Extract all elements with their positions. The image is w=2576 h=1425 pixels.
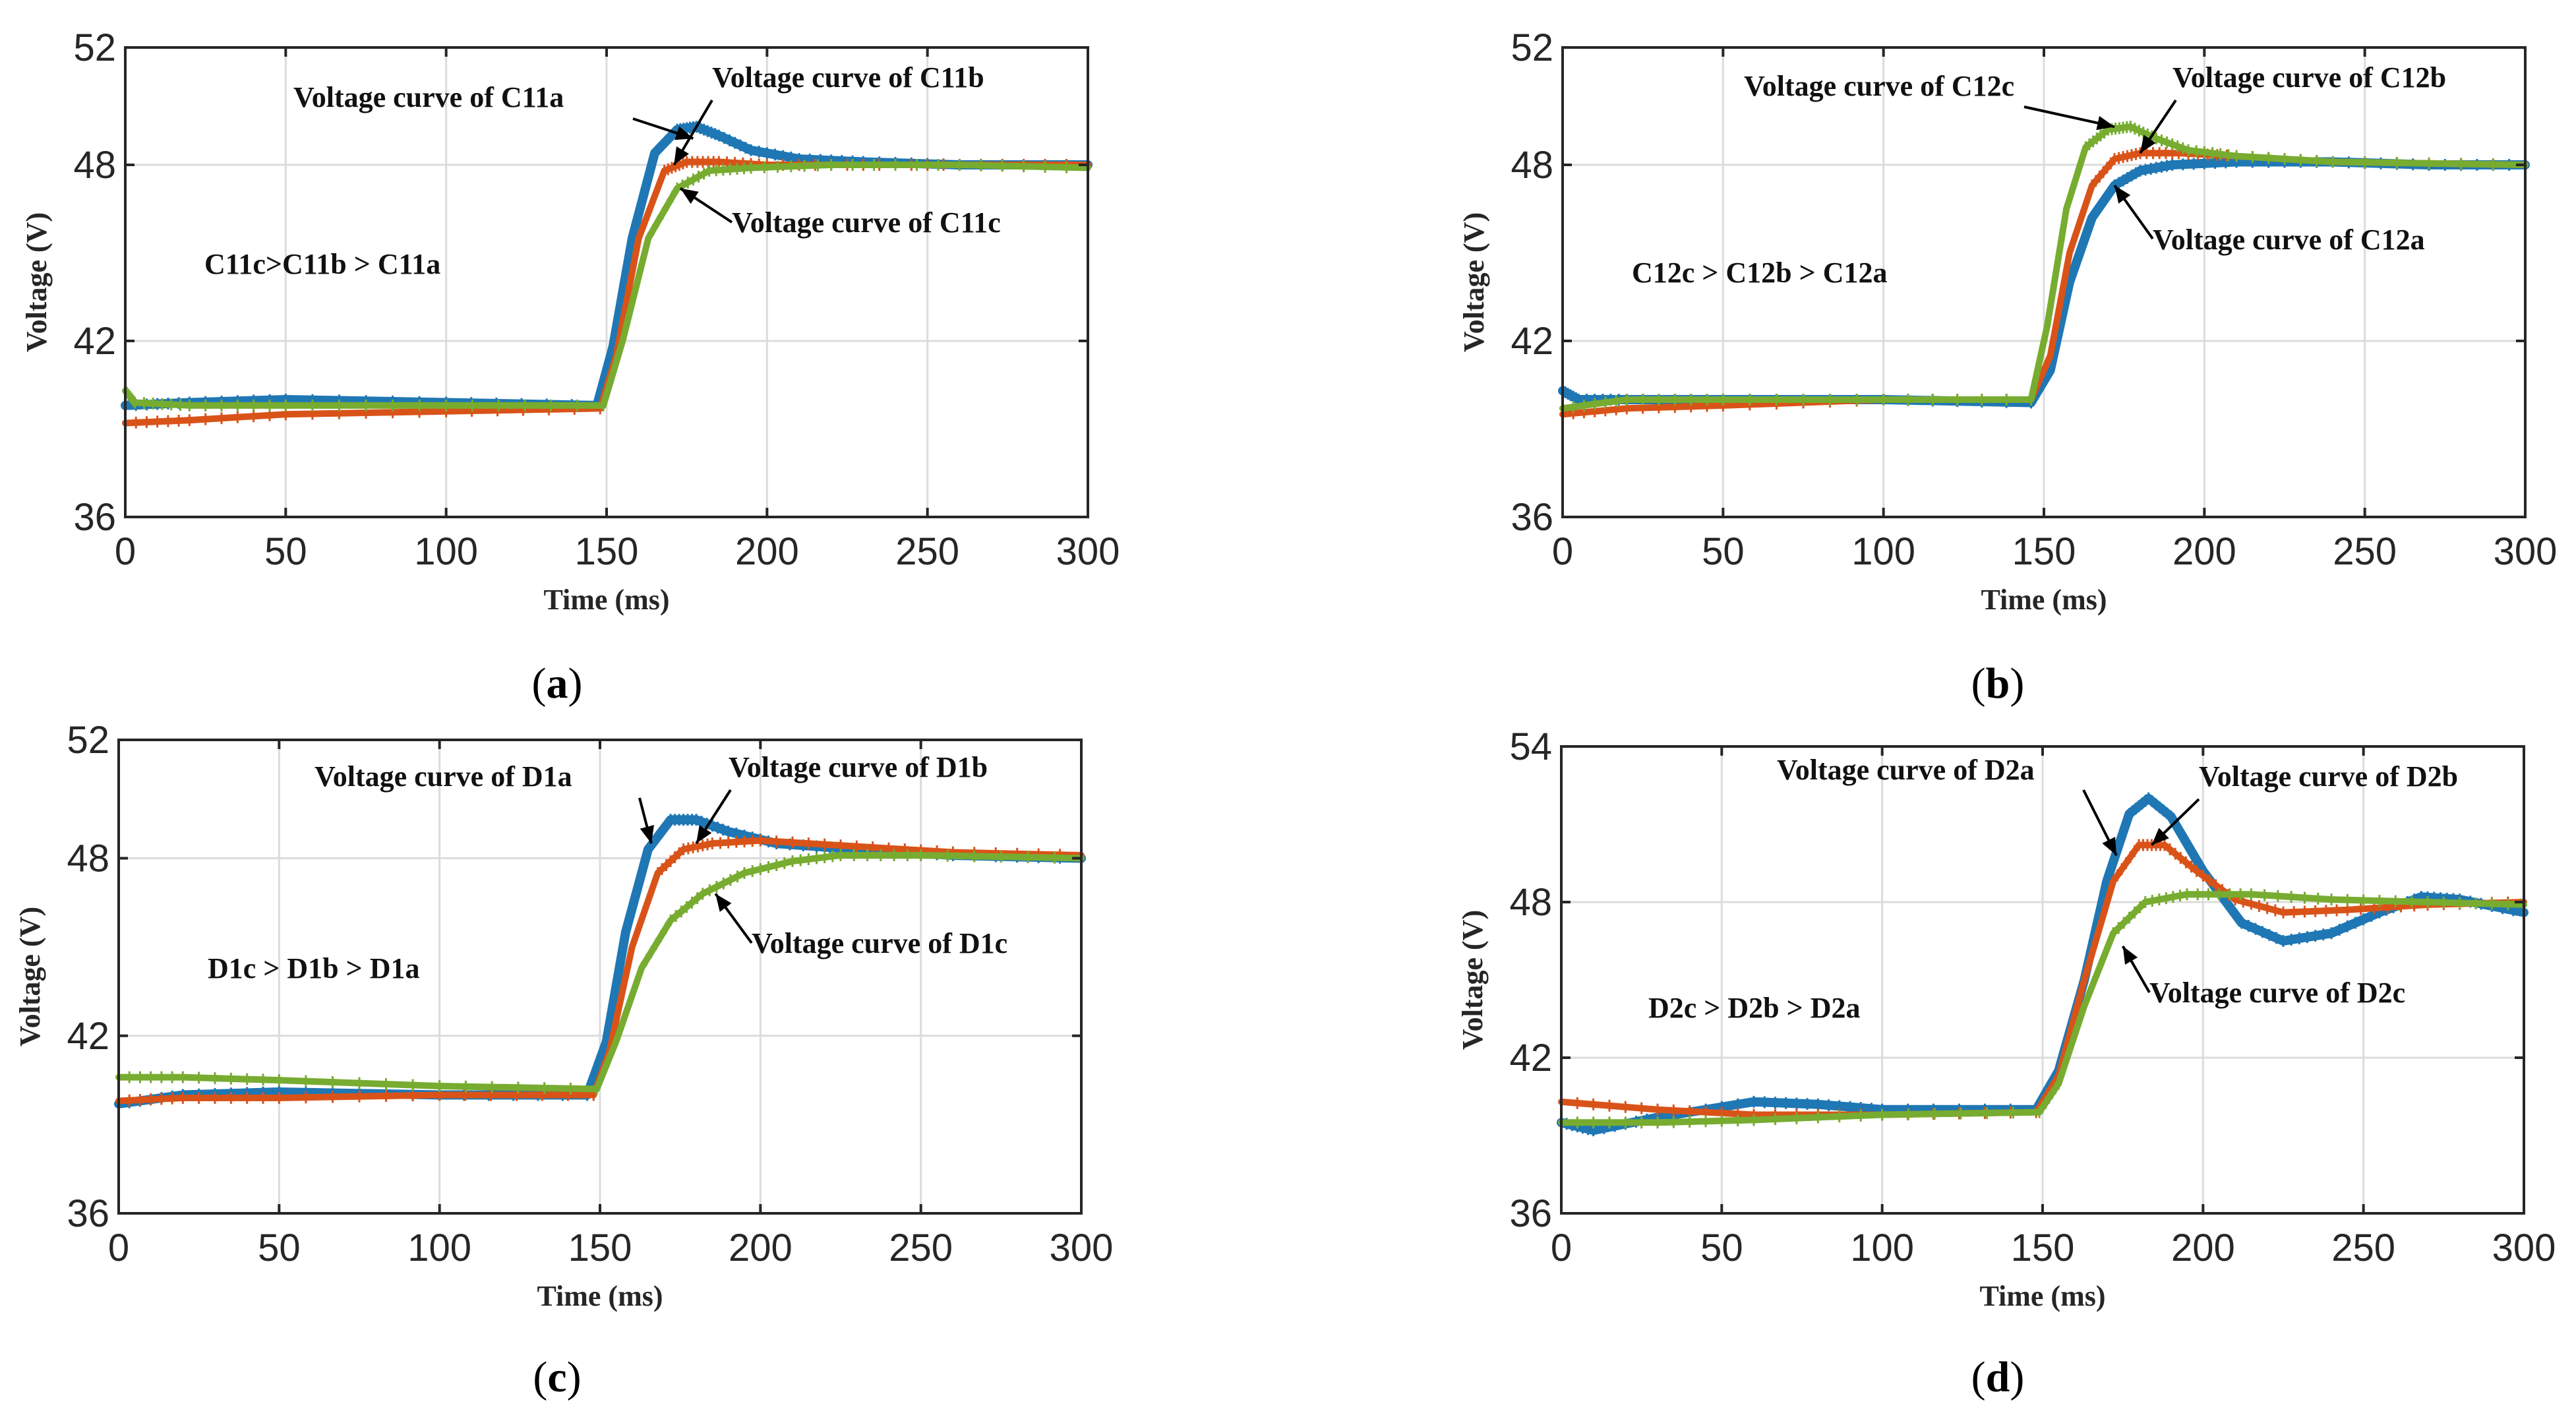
x-tick-label: 0 bbox=[1552, 530, 1573, 573]
x-tick-label: 50 bbox=[258, 1227, 301, 1269]
annotation-arrowhead bbox=[2140, 135, 2156, 154]
curve-annotation: Voltage curve of D1b bbox=[729, 751, 988, 783]
chart-panel-a: 0 50 100 150 200 250 300 36 42 48 52 Time (ms) Volta… bbox=[20, 26, 1120, 708]
x-tick-label: 250 bbox=[2331, 1227, 2395, 1269]
x-tick-label: 100 bbox=[1851, 530, 1915, 573]
inequality-label: D1c > D1b > D1a bbox=[208, 952, 419, 985]
curve-annotation: Voltage curve of C11b bbox=[712, 61, 984, 94]
chart-panel-c: 0 50 100 150 200 250 300 36 42 48 52 Time (ms) Volta… bbox=[14, 719, 1113, 1401]
x-tick-label: 150 bbox=[575, 530, 639, 573]
y-tick-label: 36 bbox=[73, 496, 116, 539]
x-tick-label: 0 bbox=[115, 530, 136, 573]
annotation-arrowhead bbox=[2096, 115, 2115, 131]
y-tick-label: 42 bbox=[67, 1015, 109, 1058]
curve-annotation: Voltage curve of D2c bbox=[2149, 977, 2405, 1009]
curve-annotation: Voltage curve of C11a bbox=[293, 81, 564, 113]
annotation-arrowhead bbox=[2122, 946, 2138, 965]
y-tick-label: 48 bbox=[1509, 881, 1552, 924]
y-tick-label: 36 bbox=[1509, 1192, 1552, 1235]
x-tick-label: 150 bbox=[568, 1227, 632, 1269]
x-tick-label: 300 bbox=[1056, 530, 1120, 573]
annotation-arrowhead bbox=[640, 825, 655, 844]
y-tick-label: 36 bbox=[67, 1192, 109, 1235]
curve-annotation: Voltage curve of D2b bbox=[2199, 760, 2458, 793]
x-tick-label: 100 bbox=[407, 1227, 471, 1269]
y-tick-label: 48 bbox=[1511, 144, 1553, 187]
y-tick-label: 52 bbox=[73, 26, 116, 69]
curve-annotation: Voltage curve of C12b bbox=[2172, 61, 2446, 94]
annotation-arrowhead bbox=[674, 146, 689, 165]
y-axis-label: Voltage (V) bbox=[1458, 212, 1490, 352]
annotation-arrowhead bbox=[715, 894, 732, 912]
y-tick-label: 36 bbox=[1511, 496, 1553, 539]
panel-caption: (b) bbox=[1971, 659, 2025, 708]
y-tick-label: 52 bbox=[67, 719, 109, 762]
curve-annotation: Voltage curve of D2a bbox=[1777, 754, 2035, 786]
inequality-label: D2c > D2b > D2a bbox=[1648, 992, 1860, 1024]
y-tick-label: 48 bbox=[67, 837, 109, 880]
y-tick-label: 52 bbox=[1511, 26, 1553, 69]
annotation-arrowhead bbox=[2151, 828, 2169, 845]
x-tick-label: 200 bbox=[2171, 1227, 2235, 1269]
x-axis-label: Time (ms) bbox=[1979, 1280, 2105, 1312]
x-tick-label: 300 bbox=[1050, 1227, 1114, 1269]
x-tick-label: 250 bbox=[889, 1227, 953, 1269]
annotation-arrowhead bbox=[2102, 837, 2116, 856]
curve-annotation: Voltage curve of D1a bbox=[315, 760, 572, 793]
x-tick-label: 50 bbox=[1700, 1227, 1743, 1269]
x-tick-label: 250 bbox=[895, 530, 959, 573]
x-tick-label: 250 bbox=[2333, 530, 2397, 573]
panel-caption: (d) bbox=[1971, 1353, 2025, 1401]
y-tick-label: 42 bbox=[1511, 320, 1553, 363]
panel-caption: (a) bbox=[532, 659, 583, 708]
chart-panel-d: 0 50 100 150 200 250 300 36 42 48 54 Time (ms) Volta… bbox=[1456, 725, 2556, 1401]
y-tick-label: 48 bbox=[73, 144, 116, 187]
x-tick-label: 50 bbox=[264, 530, 307, 573]
annotation-arrowhead bbox=[674, 126, 694, 140]
x-tick-label: 150 bbox=[2011, 1227, 2075, 1269]
chart-panel-b: 0 50 100 150 200 250 300 36 42 48 52 Time (ms) Volta… bbox=[1458, 26, 2557, 708]
x-tick-label: 200 bbox=[2172, 530, 2236, 573]
x-tick-label: 150 bbox=[2012, 530, 2076, 573]
x-axis-label: Time (ms) bbox=[543, 584, 669, 616]
inequality-label: C11c>C11b > C11a bbox=[204, 248, 440, 280]
y-axis-label: Voltage (V) bbox=[20, 212, 53, 352]
y-tick-label: 42 bbox=[1509, 1037, 1552, 1079]
x-tick-label: 200 bbox=[735, 530, 799, 573]
x-tick-label: 50 bbox=[1702, 530, 1745, 573]
x-axis-label: Time (ms) bbox=[537, 1280, 663, 1312]
x-tick-label: 0 bbox=[108, 1227, 129, 1269]
panel-caption: (c) bbox=[533, 1353, 581, 1401]
curve-annotation: Voltage curve of C12c bbox=[1744, 70, 2014, 102]
x-tick-label: 300 bbox=[2492, 1227, 2556, 1269]
y-tick-label: 42 bbox=[73, 320, 116, 363]
x-tick-label: 100 bbox=[414, 530, 478, 573]
y-axis-label: Voltage (V) bbox=[1456, 910, 1489, 1050]
curve-annotation: Voltage curve of D1c bbox=[752, 927, 1007, 959]
x-tick-label: 100 bbox=[1850, 1227, 1914, 1269]
annotation-arrowhead bbox=[2114, 185, 2131, 204]
x-axis-label: Time (ms) bbox=[1981, 584, 2107, 616]
annotation-arrowhead bbox=[696, 825, 712, 844]
x-tick-label: 200 bbox=[729, 1227, 793, 1269]
y-tick-label: 54 bbox=[1509, 725, 1552, 768]
x-tick-label: 300 bbox=[2494, 530, 2558, 573]
inequality-label: C12c > C12b > C12a bbox=[1632, 257, 1887, 289]
x-tick-label: 0 bbox=[1551, 1227, 1572, 1269]
annotation-arrowhead bbox=[680, 188, 699, 204]
y-axis-label: Voltage (V) bbox=[14, 907, 46, 1046]
curve-annotation: Voltage curve of C12a bbox=[2153, 224, 2425, 256]
curve-annotation: Voltage curve of C11c bbox=[732, 206, 1001, 239]
